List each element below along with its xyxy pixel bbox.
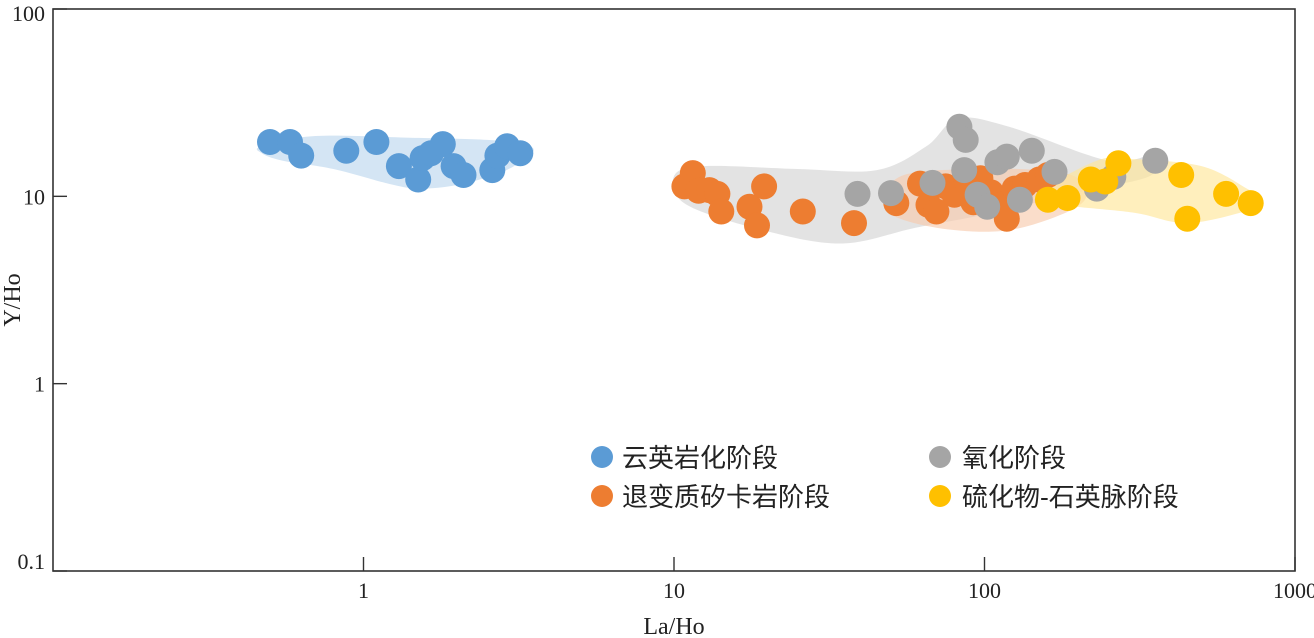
y-axis-label: Y/Ho (0, 273, 26, 326)
point-sulfide-quartz-vein (1054, 185, 1081, 211)
point-retrograde-skarn (744, 212, 770, 239)
legend-label-greisen: 云英岩化阶段 (622, 444, 778, 474)
legend-label-sulfide-quartz-vein: 硫化物-石英脉阶段 (962, 483, 1179, 513)
point-greisen (405, 166, 432, 193)
point-retrograde-skarn (923, 198, 950, 225)
legend-marker-sulfide-quartz-vein (929, 485, 951, 507)
data-points (257, 113, 1264, 239)
point-greisen (288, 142, 315, 169)
point-greisen (429, 131, 456, 158)
point-sulfide-quartz-vein (1174, 205, 1201, 232)
point-oxidation (1041, 158, 1068, 185)
point-greisen (507, 140, 534, 167)
point-sulfide-quartz-vein (1168, 162, 1195, 188)
x-tick-label: 100 (968, 578, 1001, 603)
point-oxidation (951, 157, 978, 184)
point-oxidation (974, 193, 1001, 220)
point-greisen (450, 162, 477, 188)
point-greisen (363, 129, 390, 155)
point-sulfide-quartz-vein (1092, 168, 1119, 195)
point-sulfide-quartz-vein (1237, 190, 1264, 217)
legend: 云英岩化阶段 氧化阶段 退变质矽卡岩阶段 硫化物-石英脉阶段 (591, 444, 1179, 513)
x-axis-label: La/Ho (643, 614, 704, 638)
y-tick-label: 0.1 (18, 549, 46, 574)
point-oxidation (1142, 147, 1169, 174)
legend-label-retrograde-skarn: 退变质矽卡岩阶段 (622, 483, 830, 513)
point-oxidation (993, 143, 1020, 170)
point-greisen (257, 129, 283, 155)
point-greisen (333, 137, 360, 164)
y-tick-label: 1 (34, 372, 45, 397)
point-sulfide-quartz-vein (1034, 186, 1061, 213)
point-oxidation (919, 169, 946, 196)
x-tick-label: 10 (663, 578, 685, 603)
x-tick-label: 1 (358, 578, 369, 603)
legend-label-oxidation: 氧化阶段 (962, 444, 1066, 474)
point-retrograde-skarn (751, 173, 778, 200)
point-sulfide-quartz-vein (1213, 180, 1240, 207)
legend-marker-retrograde-skarn (591, 485, 613, 507)
point-oxidation (1006, 186, 1033, 213)
legend-marker-greisen (591, 446, 613, 468)
point-retrograde-skarn (708, 198, 735, 225)
point-greisen (385, 153, 412, 180)
y-tick-label: 10 (23, 184, 45, 209)
point-oxidation (952, 126, 979, 153)
y-tick-label: 100 (12, 1, 45, 26)
axis-ticks: 1 10 100 1000 0.1 1 10 100 (12, 1, 1314, 603)
legend-marker-oxidation (929, 446, 951, 468)
point-retrograde-skarn (789, 198, 816, 225)
point-retrograde-skarn (993, 205, 1020, 232)
point-sulfide-quartz-vein (1105, 150, 1132, 177)
x-tick-label: 1000 (1273, 578, 1314, 603)
point-oxidation (1018, 137, 1045, 164)
point-oxidation (844, 180, 871, 207)
point-oxidation (878, 180, 904, 207)
point-retrograde-skarn (841, 210, 867, 237)
